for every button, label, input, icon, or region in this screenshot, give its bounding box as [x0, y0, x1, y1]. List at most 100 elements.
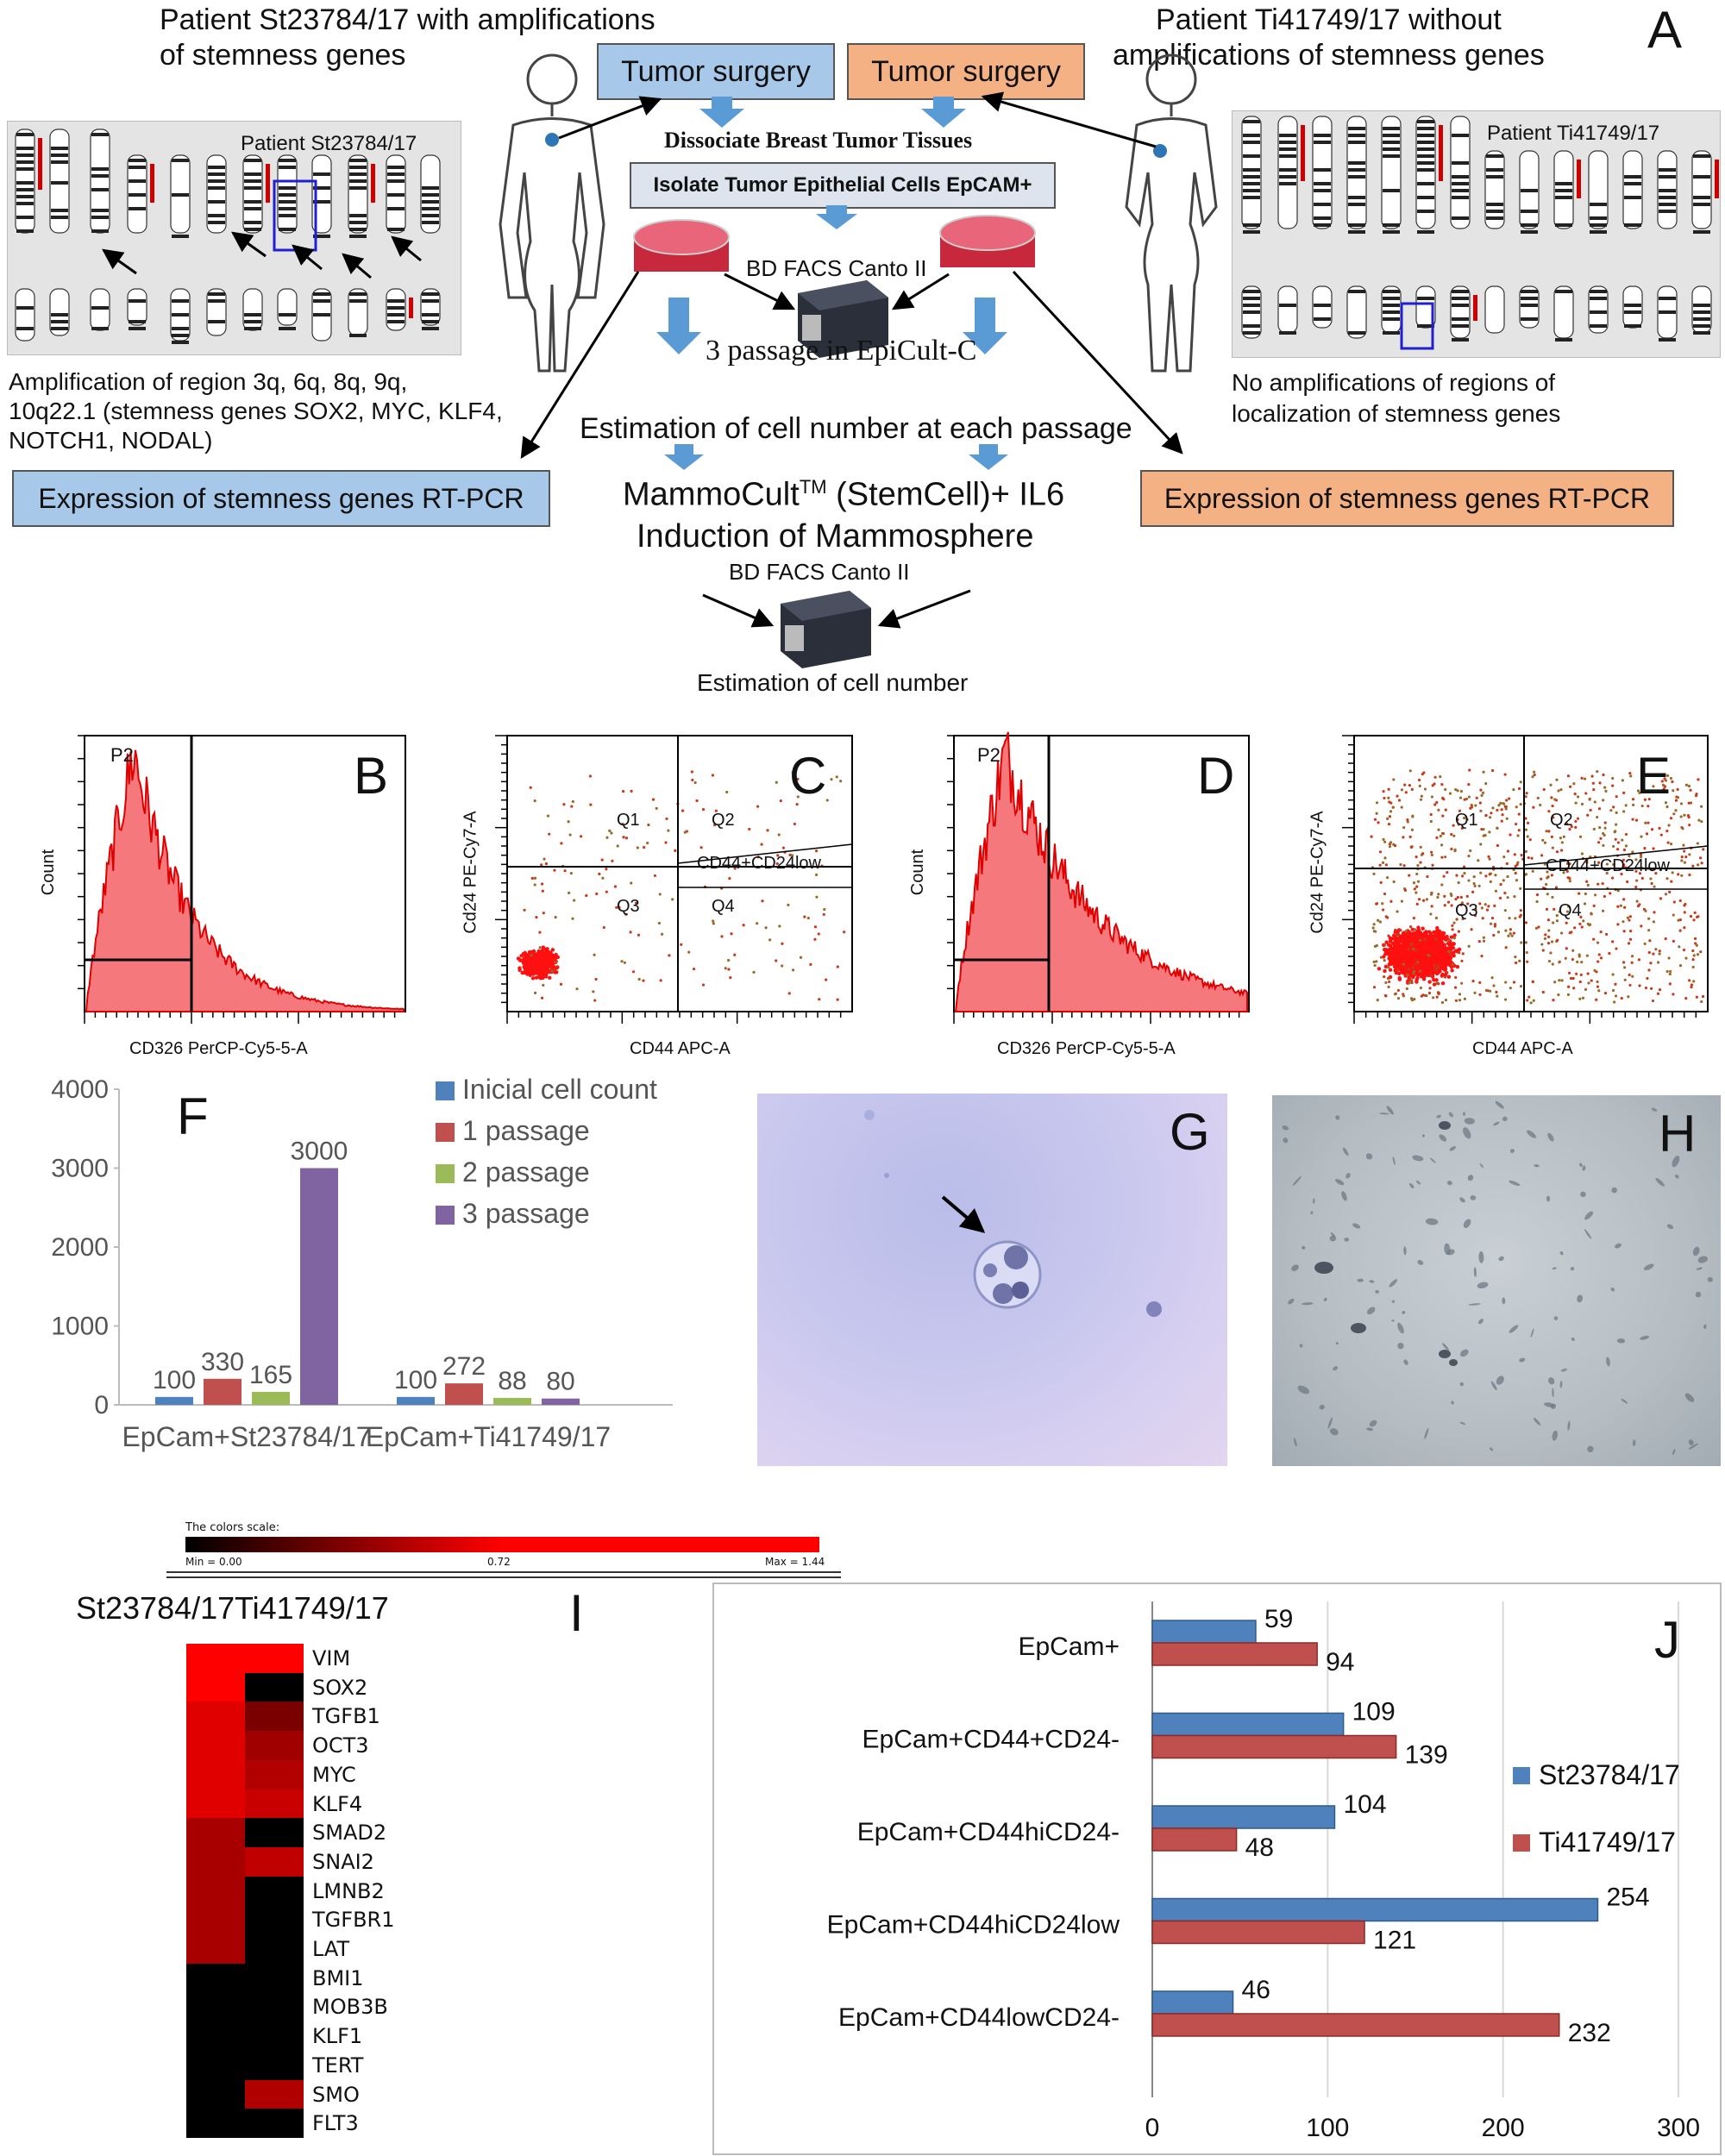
scatter-point [1585, 954, 1589, 957]
scatter-point [1689, 788, 1692, 792]
color-scale-min: Min = 0.00 [185, 1556, 242, 1568]
scatter-point [1421, 852, 1425, 856]
scatter-point [1649, 987, 1653, 990]
bar-data-label: 46 [1242, 1976, 1270, 2004]
bar [155, 1396, 193, 1405]
chromosome-band [1486, 216, 1503, 220]
bar [1151, 1734, 1397, 1759]
cell-debris [1547, 1132, 1554, 1142]
cell-debris [1587, 1445, 1594, 1453]
scatter-point [1643, 847, 1647, 850]
chromosome [242, 288, 263, 331]
gene-label: SNAI2 [312, 1849, 374, 1874]
chromosome-band [91, 167, 109, 171]
scatter-point [1405, 961, 1409, 966]
category-label: EpCam+CD44hiCD24- [857, 1818, 1120, 1846]
scatter-point [1488, 873, 1491, 876]
scatter-point [1571, 949, 1575, 952]
scatter-point [1578, 835, 1583, 838]
scatter-point [1590, 979, 1593, 982]
scatter-point [1603, 821, 1607, 824]
scatter-point [1580, 852, 1584, 856]
amplification-mark [266, 164, 270, 203]
scatter-point [1445, 934, 1449, 939]
chromosome-band [51, 160, 68, 164]
chromosome-band [422, 292, 439, 296]
scatter-point [1408, 980, 1413, 983]
chromosome-band [91, 209, 109, 212]
scatter-point [814, 873, 819, 876]
scatter-point [795, 803, 799, 806]
scatter-point [1489, 922, 1493, 925]
chromosome-band [1243, 141, 1260, 144]
scatter-point [1422, 771, 1426, 774]
bar-data-label: 59 [1264, 1605, 1293, 1633]
chromosome-band [51, 216, 68, 219]
scatter-point [1650, 881, 1653, 886]
scatter-point [1399, 928, 1402, 932]
scatter-point [1684, 996, 1688, 1000]
scatter-point [1437, 808, 1440, 812]
scatter-point [1620, 996, 1623, 1000]
scatter-point [1421, 993, 1425, 997]
heatmap-cell [186, 1672, 245, 1702]
scatter-point [1669, 817, 1673, 820]
scatter-point [575, 987, 579, 991]
chromosome-band [1383, 141, 1400, 144]
scatter-point [1437, 982, 1440, 986]
panel-c-gate: CD44+CD24low [697, 854, 821, 873]
scatter-point [1656, 992, 1660, 995]
scatter-point [1681, 827, 1684, 830]
scatter-point [1674, 799, 1678, 802]
chromosome-band [129, 159, 146, 162]
chromosome-band [1417, 297, 1434, 300]
cell-debris [1288, 1298, 1295, 1305]
scatter-point [699, 846, 703, 849]
scatter-point [1396, 997, 1401, 1000]
scatter-point [1572, 782, 1576, 786]
chromosome [1277, 116, 1298, 229]
scatter-point [712, 823, 717, 827]
scatter-point [1446, 975, 1452, 979]
scatter-point [1519, 887, 1522, 891]
scatter-point [1402, 864, 1406, 868]
scatter-point [1597, 953, 1601, 956]
chromosome-band [208, 179, 225, 183]
scatter-point [1398, 949, 1402, 953]
scatter-point [1384, 940, 1389, 944]
chromosome-band [1417, 230, 1434, 234]
scatter-point [1620, 872, 1623, 876]
scatter-point [1437, 992, 1440, 996]
scatter-point [1449, 945, 1453, 950]
scatter-point [1645, 832, 1649, 836]
scatter-point [589, 803, 593, 806]
chromosome-band [349, 179, 367, 183]
chromosome-band [129, 299, 146, 303]
legend-label: 3 passage [462, 1198, 590, 1229]
scatter-point [1545, 882, 1548, 887]
scatter-point [1629, 774, 1633, 778]
cell-debris [1357, 1278, 1364, 1282]
scatter-point [1383, 796, 1386, 800]
scatter-point [547, 957, 552, 962]
chromosome-band [387, 320, 405, 323]
scatter-point [1609, 809, 1613, 812]
scatter-point [1415, 975, 1420, 981]
scatter-point [1387, 796, 1390, 799]
panel-h-image: H [1272, 1095, 1721, 1466]
chromosome-band [387, 313, 405, 317]
scatter-point [1584, 987, 1588, 992]
legend-label: 2 passage [462, 1156, 590, 1188]
gene-label: SMAD2 [312, 1821, 387, 1846]
scatter-point [1382, 790, 1385, 793]
scatter-point [1493, 923, 1496, 926]
scatter-point [610, 831, 613, 835]
scatter-point [1668, 972, 1672, 976]
scatter-point [1484, 834, 1487, 837]
scatter-point [1437, 893, 1440, 896]
scatter-point [1647, 805, 1650, 808]
scatter-point [1640, 804, 1644, 808]
chromosome-band [129, 193, 146, 197]
scatter-point [752, 970, 756, 974]
scatter-point [1585, 880, 1589, 883]
